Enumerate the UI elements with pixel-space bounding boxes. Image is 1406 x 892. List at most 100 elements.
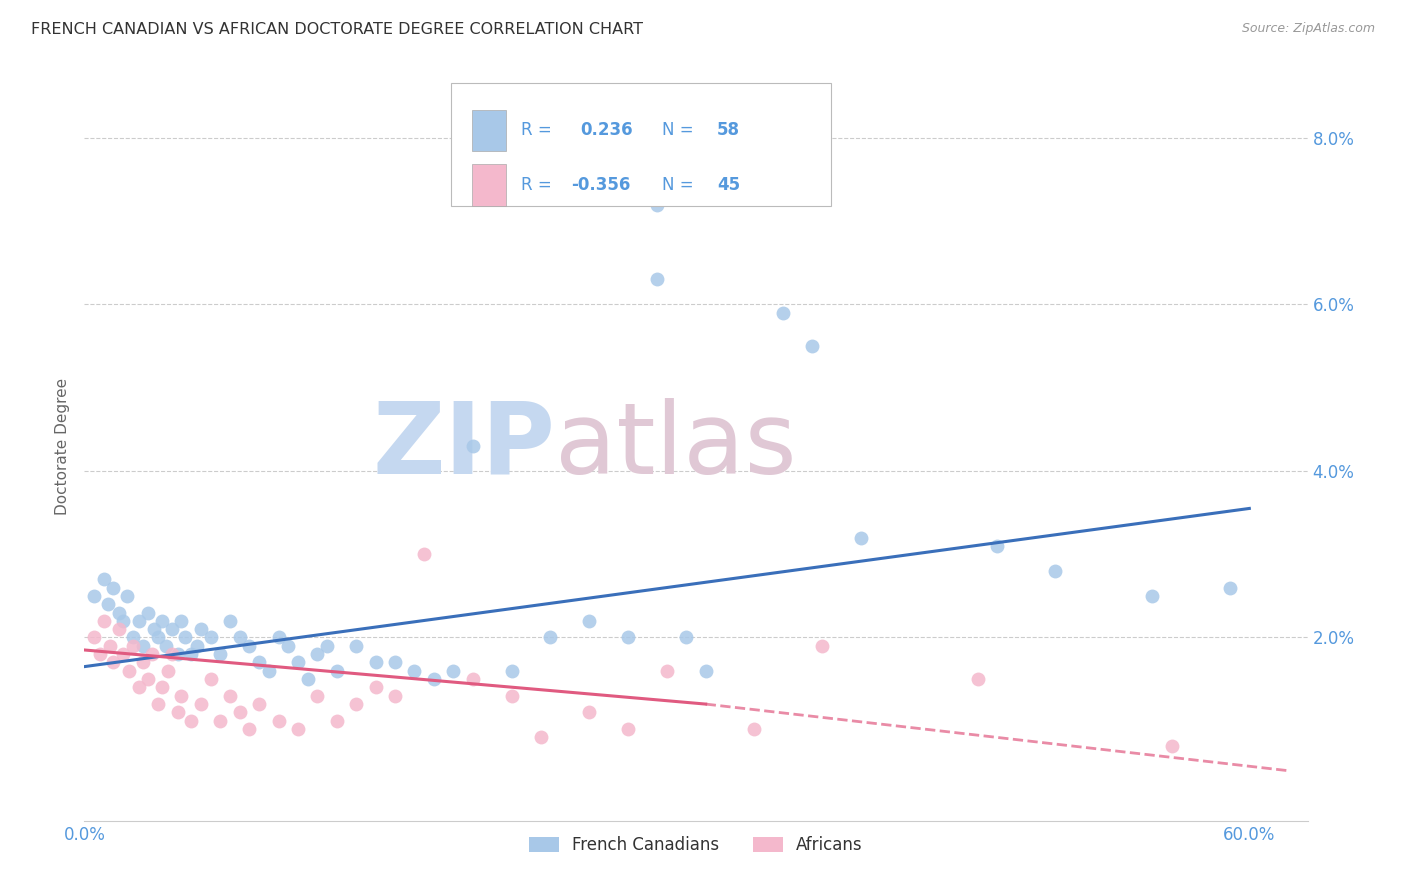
Point <box>384 689 406 703</box>
Legend: French Canadians, Africans: French Canadians, Africans <box>523 830 869 861</box>
Point <box>103 581 125 595</box>
Point <box>108 622 131 636</box>
Point <box>326 714 349 728</box>
Point <box>461 439 484 453</box>
Point <box>655 664 678 678</box>
Point <box>170 614 193 628</box>
Point <box>772 306 794 320</box>
Point <box>247 697 270 711</box>
Point <box>742 722 765 736</box>
Point <box>1043 564 1066 578</box>
Point <box>155 639 177 653</box>
Point <box>849 531 872 545</box>
Point <box>166 706 188 720</box>
Text: atlas: atlas <box>555 398 797 494</box>
Point <box>617 722 640 736</box>
Point <box>112 647 135 661</box>
Point <box>578 706 600 720</box>
Point <box>190 622 212 636</box>
Point <box>1160 739 1182 753</box>
Point <box>97 597 120 611</box>
Text: FRENCH CANADIAN VS AFRICAN DOCTORATE DEGREE CORRELATION CHART: FRENCH CANADIAN VS AFRICAN DOCTORATE DEG… <box>31 22 643 37</box>
Text: R =: R = <box>522 121 551 139</box>
Point <box>131 656 153 670</box>
Point <box>257 664 280 678</box>
Point <box>143 622 166 636</box>
Point <box>1142 589 1164 603</box>
Point <box>617 631 640 645</box>
Point <box>811 639 834 653</box>
Point <box>238 722 260 736</box>
Point <box>413 547 436 561</box>
Point <box>89 647 111 661</box>
Text: 0.236: 0.236 <box>579 121 633 139</box>
Point <box>441 664 464 678</box>
Point <box>645 272 668 286</box>
Text: -0.356: -0.356 <box>571 176 630 194</box>
Point <box>118 664 141 678</box>
Point <box>122 639 145 653</box>
Point <box>1219 581 1241 595</box>
Point <box>801 339 824 353</box>
Point <box>695 664 717 678</box>
Point <box>122 631 145 645</box>
Point <box>146 697 169 711</box>
Point <box>404 664 426 678</box>
Point <box>108 606 131 620</box>
Point <box>461 672 484 686</box>
Text: 45: 45 <box>717 176 740 194</box>
Point <box>83 631 105 645</box>
Y-axis label: Doctorate Degree: Doctorate Degree <box>55 377 70 515</box>
Point <box>98 639 121 653</box>
Point <box>93 572 115 586</box>
Text: R =: R = <box>522 176 551 194</box>
Point <box>247 656 270 670</box>
Point <box>138 672 160 686</box>
Point <box>307 647 329 661</box>
Point <box>344 697 367 711</box>
Point <box>131 639 153 653</box>
Point <box>267 714 290 728</box>
FancyBboxPatch shape <box>472 110 506 151</box>
Point <box>267 631 290 645</box>
Point <box>326 664 349 678</box>
Point <box>180 714 202 728</box>
Text: N =: N = <box>662 121 693 139</box>
Point <box>209 714 232 728</box>
Point <box>307 689 329 703</box>
Point <box>190 697 212 711</box>
Point <box>986 539 1008 553</box>
Point <box>150 681 173 695</box>
Point <box>200 631 222 645</box>
FancyBboxPatch shape <box>451 83 831 206</box>
Point <box>112 614 135 628</box>
Point <box>156 664 179 678</box>
Point <box>83 589 105 603</box>
FancyBboxPatch shape <box>472 164 506 206</box>
Point <box>675 631 697 645</box>
Point <box>219 614 242 628</box>
Text: N =: N = <box>662 176 693 194</box>
Point <box>160 622 183 636</box>
Point <box>186 639 208 653</box>
Point <box>538 631 561 645</box>
Point <box>364 681 387 695</box>
Point <box>297 672 319 686</box>
Point <box>287 656 309 670</box>
Point <box>530 731 553 745</box>
Point <box>228 706 250 720</box>
Point <box>160 647 183 661</box>
Point <box>200 672 222 686</box>
Point <box>103 656 125 670</box>
Point <box>93 614 115 628</box>
Point <box>115 589 138 603</box>
Point <box>166 647 188 661</box>
Text: Source: ZipAtlas.com: Source: ZipAtlas.com <box>1241 22 1375 36</box>
Point <box>277 639 299 653</box>
Point <box>219 689 242 703</box>
Point <box>966 672 988 686</box>
Point <box>501 664 523 678</box>
Point <box>180 647 202 661</box>
Point <box>146 631 169 645</box>
Point <box>287 722 309 736</box>
